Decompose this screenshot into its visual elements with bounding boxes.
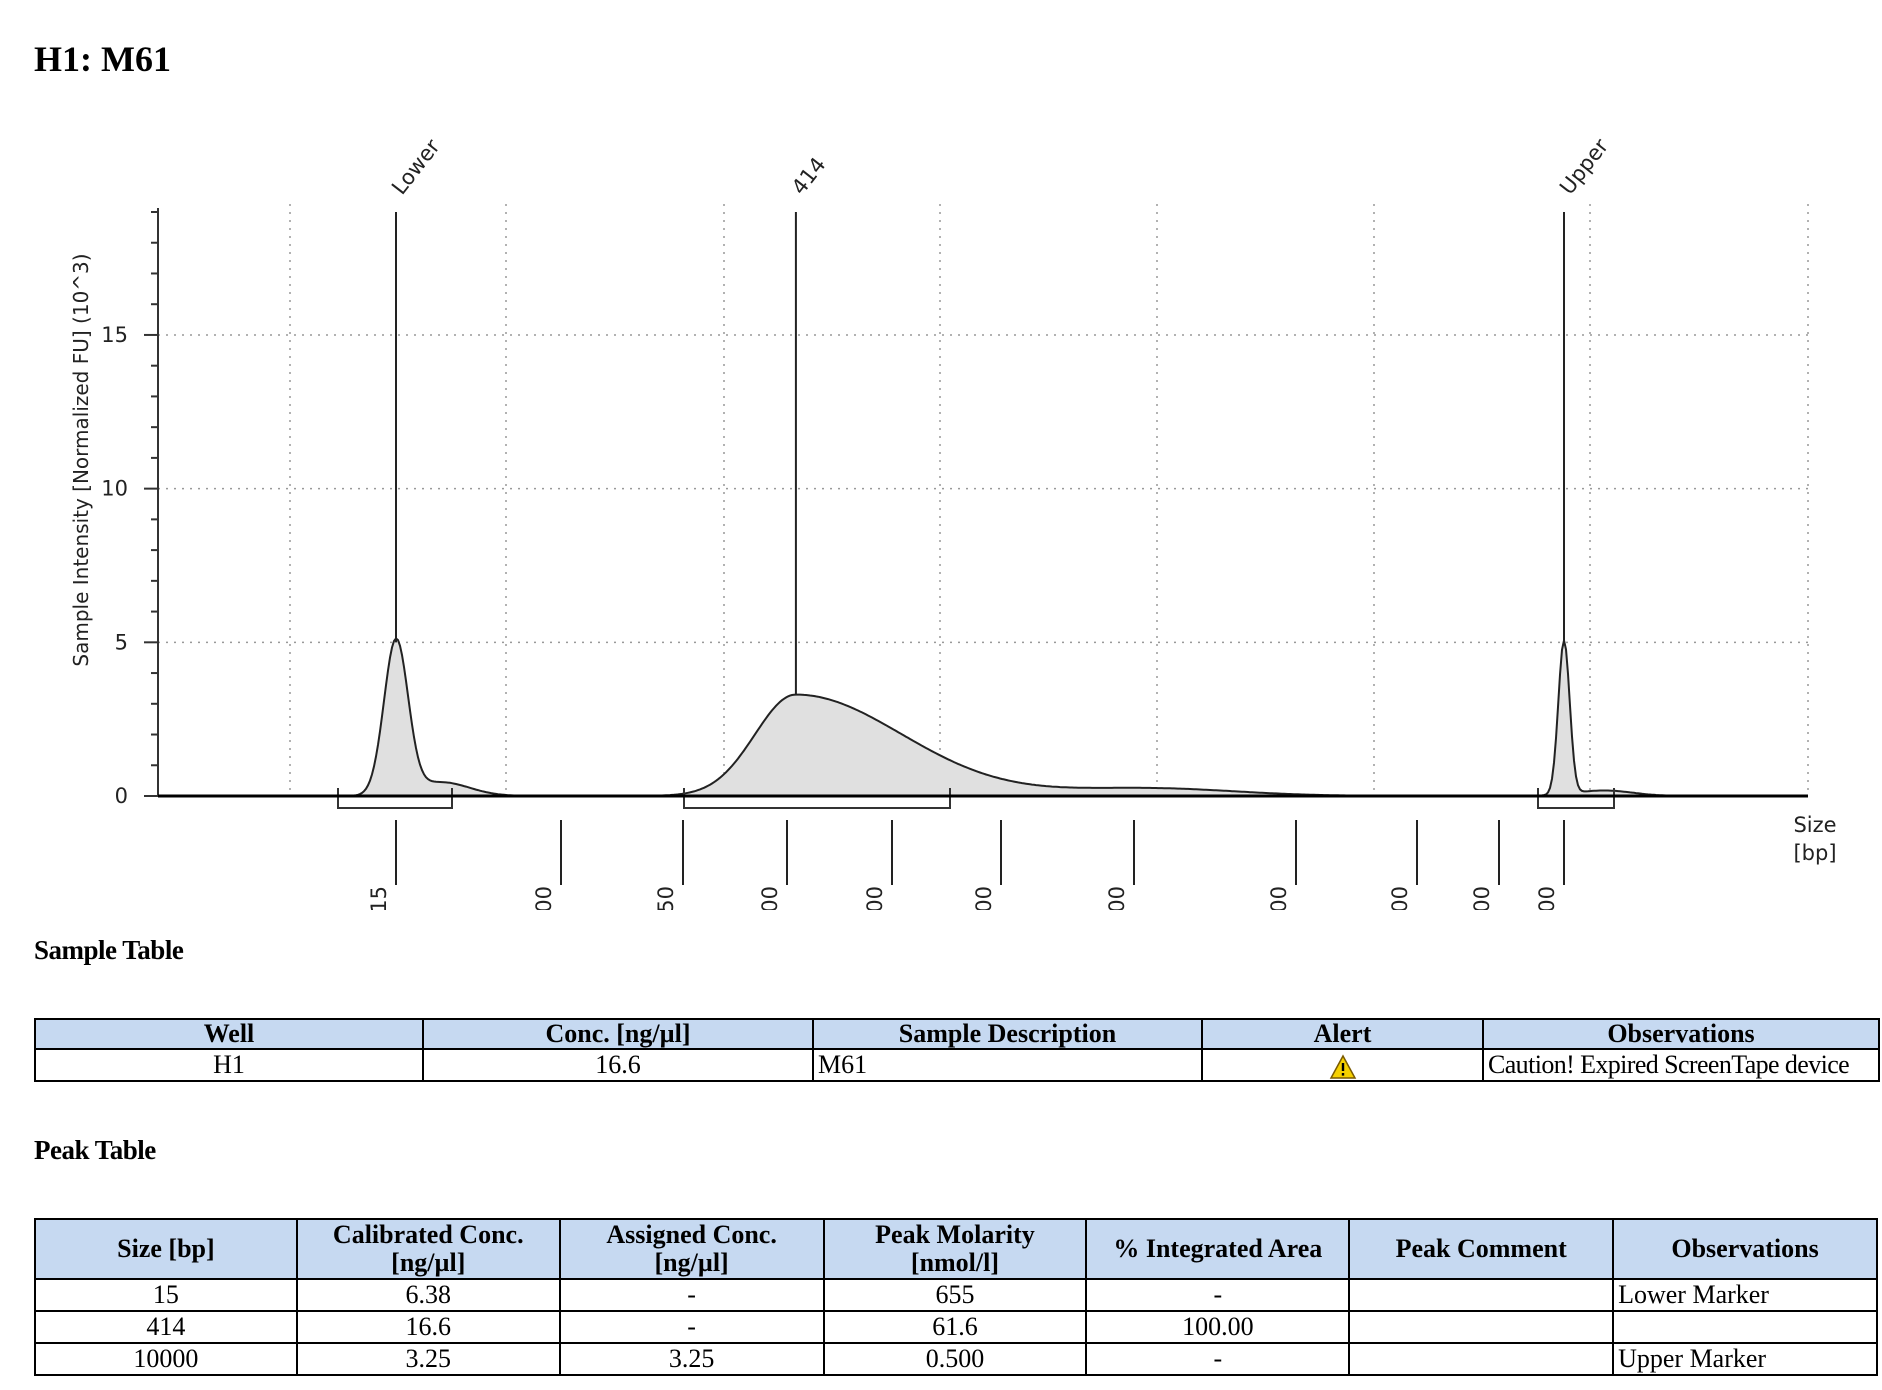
x-tick-label: 2500 bbox=[1267, 886, 1291, 910]
cell-peak-molarity: 61.6 bbox=[822, 1310, 1088, 1344]
header-observations: Observations bbox=[1482, 1018, 1880, 1050]
x-axis-label-line2: [bp] bbox=[1793, 841, 1836, 865]
cell-alert bbox=[1201, 1048, 1484, 1082]
cell-conc: 16.6 bbox=[422, 1048, 814, 1082]
page-title: H1: M61 bbox=[34, 39, 171, 79]
peak-label: Upper bbox=[1555, 134, 1613, 199]
header-peak-molarity: Peak Molarity [nmol/l] bbox=[822, 1218, 1088, 1280]
x-tick-label: 1000 bbox=[972, 886, 996, 910]
y-axis-label: Sample Intensity [Normalized FU] (10^3) bbox=[69, 253, 93, 666]
peak-table: Size [bp] Calibrated Conc. [ng/µl] Assign… bbox=[34, 1218, 1878, 1376]
header-assigned-conc: Assigned Conc. [ng/µl] bbox=[558, 1218, 825, 1280]
grid-layer bbox=[158, 204, 1809, 796]
sample-table-header-row: Well Conc. [ng/µl] Sample Description Al… bbox=[34, 1018, 1880, 1050]
cell-assigned-conc: 3.25 bbox=[558, 1342, 825, 1376]
table-row: 10000 3.25 3.25 0.500 - Upper Marker bbox=[34, 1342, 1878, 1376]
cell-size: 414 bbox=[34, 1310, 298, 1344]
x-tick-label: 1500 bbox=[1105, 886, 1129, 910]
cell-calibrated-conc: 3.25 bbox=[295, 1342, 561, 1376]
header-alert: Alert bbox=[1201, 1018, 1484, 1050]
table-row: 15 6.38 - 655 - Lower Marker bbox=[34, 1278, 1878, 1312]
x-tick-label: 3500 bbox=[1388, 886, 1412, 910]
x-tick-label: 600 bbox=[863, 886, 887, 910]
integration-bracket bbox=[1537, 788, 1615, 809]
header-integrated-area: % Integrated Area bbox=[1085, 1218, 1351, 1280]
peak-layer bbox=[395, 212, 1565, 695]
cell-peak-comment bbox=[1348, 1310, 1615, 1344]
header-observations: Observations bbox=[1612, 1218, 1878, 1280]
cell-well: H1 bbox=[34, 1048, 424, 1082]
cell-integrated-area: - bbox=[1085, 1342, 1351, 1376]
x-axis-label-line1: Size bbox=[1793, 813, 1836, 837]
x-tick-label: 15 bbox=[367, 886, 391, 910]
y-tick-label: 10 bbox=[101, 477, 128, 501]
x-tick-label: 100 bbox=[532, 886, 556, 910]
cell-description: M61 bbox=[812, 1048, 1203, 1082]
sample-table-title: Sample Table bbox=[34, 935, 184, 965]
peak-label: Lower bbox=[387, 134, 445, 199]
table-row: 414 16.6 - 61.6 100.00 bbox=[34, 1310, 1878, 1344]
table-row: H1 16.6 M61 Caution! Expired ScreenTape … bbox=[34, 1048, 1880, 1082]
cell-size: 15 bbox=[34, 1278, 298, 1312]
label-layer: Lower 414 Upper bbox=[387, 134, 1613, 199]
x-tick-label: 10000 bbox=[1535, 886, 1559, 910]
curve-layer bbox=[158, 636, 1808, 809]
cell-assigned-conc: - bbox=[558, 1278, 825, 1312]
cell-assigned-conc: - bbox=[558, 1310, 825, 1344]
cell-calibrated-conc: 16.6 bbox=[295, 1310, 561, 1344]
cell-size: 10000 bbox=[34, 1342, 298, 1376]
cell-observations: Upper Marker bbox=[1612, 1342, 1878, 1376]
peak-label: 414 bbox=[787, 153, 831, 199]
cell-calibrated-conc: 6.38 bbox=[295, 1278, 561, 1312]
peak-table-header-row: Size [bp] Calibrated Conc. [ng/µl] Assign… bbox=[34, 1218, 1878, 1280]
peak-table-title: Peak Table bbox=[34, 1135, 156, 1165]
x-tick-label: 250 bbox=[654, 886, 678, 910]
cell-peak-molarity: 0.500 bbox=[822, 1342, 1088, 1376]
cell-peak-comment bbox=[1348, 1278, 1615, 1312]
integration-bracket bbox=[683, 788, 951, 809]
header-sample-description: Sample Description bbox=[812, 1018, 1203, 1050]
cell-peak-molarity: 655 bbox=[822, 1278, 1088, 1312]
cell-integrated-area: - bbox=[1085, 1278, 1351, 1312]
sample-table: Well Conc. [ng/µl] Sample Description Al… bbox=[34, 1018, 1880, 1082]
cell-peak-comment bbox=[1348, 1342, 1615, 1376]
header-well: Well bbox=[34, 1018, 424, 1050]
header-conc: Conc. [ng/µl] bbox=[422, 1018, 814, 1050]
y-tick-label: 15 bbox=[101, 323, 128, 347]
header-calibrated-conc: Calibrated Conc. [ng/µl] bbox=[295, 1218, 561, 1280]
integration-bracket bbox=[337, 788, 453, 809]
axis-layer: 0 5 10 15 15 100 250 400 600 1000 1500 2500 3500 5000… bbox=[101, 208, 1808, 910]
header-peak-comment: Peak Comment bbox=[1348, 1218, 1615, 1280]
cell-observations: Caution! Expired ScreenTape device bbox=[1482, 1048, 1880, 1082]
cell-observations bbox=[1612, 1310, 1878, 1344]
x-tick-label: 5000 bbox=[1470, 886, 1494, 910]
y-tick-label: 0 bbox=[115, 784, 128, 808]
cell-integrated-area: 100.00 bbox=[1085, 1310, 1351, 1344]
warning-triangle-icon bbox=[1329, 1053, 1356, 1079]
electropherogram-chart: 0 5 10 15 15 100 250 400 600 1000 1500 2500 3500 5000… bbox=[69, 134, 1837, 910]
x-tick-label: 400 bbox=[758, 886, 782, 910]
header-size: Size [bp] bbox=[34, 1218, 298, 1280]
y-tick-label: 5 bbox=[115, 630, 128, 654]
cell-observations: Lower Marker bbox=[1612, 1278, 1878, 1312]
